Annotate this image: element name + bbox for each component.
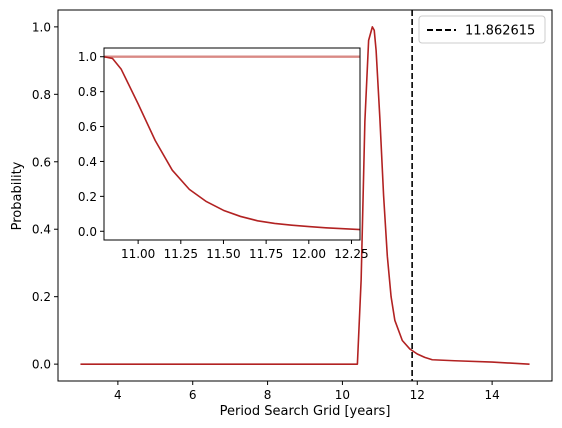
- inset-y-tick-label: 0.8: [78, 85, 97, 99]
- inset-x-tick-label: 12.25: [334, 247, 368, 261]
- inset-y-tick-label: 1.0: [78, 50, 97, 64]
- inset-y-tick-label: 0.0: [78, 225, 97, 239]
- inset-series-line-2: [103, 55, 361, 231]
- main-x-tick-label: 8: [264, 388, 272, 402]
- main-y-tick-label: 0.4: [32, 223, 51, 237]
- legend-label: 11.862615: [465, 24, 535, 39]
- main-y-axis-label: Probability: [10, 161, 25, 230]
- inset-series-group: [103, 55, 361, 231]
- main-y-tick-label: 0.0: [32, 358, 51, 372]
- main-series-line-1: [80, 26, 530, 365]
- inset-y-tick-label: 0.6: [78, 120, 97, 134]
- inset-x-tick-label: 11.50: [206, 247, 240, 261]
- inset-y-tick-label: 0.2: [78, 190, 97, 204]
- main-x-tick-label: 14: [484, 388, 499, 402]
- main-x-axis-label: Period Search Grid [years]: [220, 404, 391, 419]
- inset-axes-frame: [103, 47, 361, 241]
- main-series-group: [80, 26, 530, 365]
- main-x-tick-label: 10: [335, 388, 350, 402]
- inset-x-tick-label: 11.75: [249, 247, 283, 261]
- main-plot: 4 6 8 10 12 14 0.0 0.2 0.4 0.6 0.8 1.0 Period Sear…: [10, 9, 553, 419]
- inset-plot: 11.00 11.25 11.50 11.75 12.00 12.25 0.0 0.2 0.4…: [78, 47, 369, 261]
- main-x-tick-label: 6: [189, 388, 197, 402]
- main-y-tick-label: 0.8: [32, 88, 51, 102]
- main-y-tick-label: 0.2: [32, 290, 51, 304]
- inset-x-tick-label: 11.25: [164, 247, 198, 261]
- inset-x-tick-label: 11.00: [121, 247, 155, 261]
- main-y-tick-label: 0.6: [32, 155, 51, 169]
- inset-background: [104, 48, 360, 240]
- inset-x-ticks: 11.00 11.25 11.50 11.75 12.00 12.25: [121, 240, 369, 261]
- inset-y-tick-label: 0.4: [78, 155, 97, 169]
- inset-x-tick-label: 12.00: [292, 247, 326, 261]
- main-y-tick-label: 1.0: [32, 20, 51, 34]
- main-axes-frame: [57, 9, 553, 382]
- legend: 11.862615: [418, 15, 546, 44]
- main-x-tick-label: 4: [114, 388, 122, 402]
- legend-box: [418, 15, 546, 44]
- main-y-ticks: 0.0 0.2 0.4 0.6 0.8 1.0: [32, 20, 58, 372]
- main-x-tick-label: 12: [410, 388, 425, 402]
- inset-y-ticks: 0.0 0.2 0.4 0.6 0.8 1.0: [78, 50, 104, 239]
- main-x-ticks: 4 6 8 10 12 14: [114, 381, 500, 402]
